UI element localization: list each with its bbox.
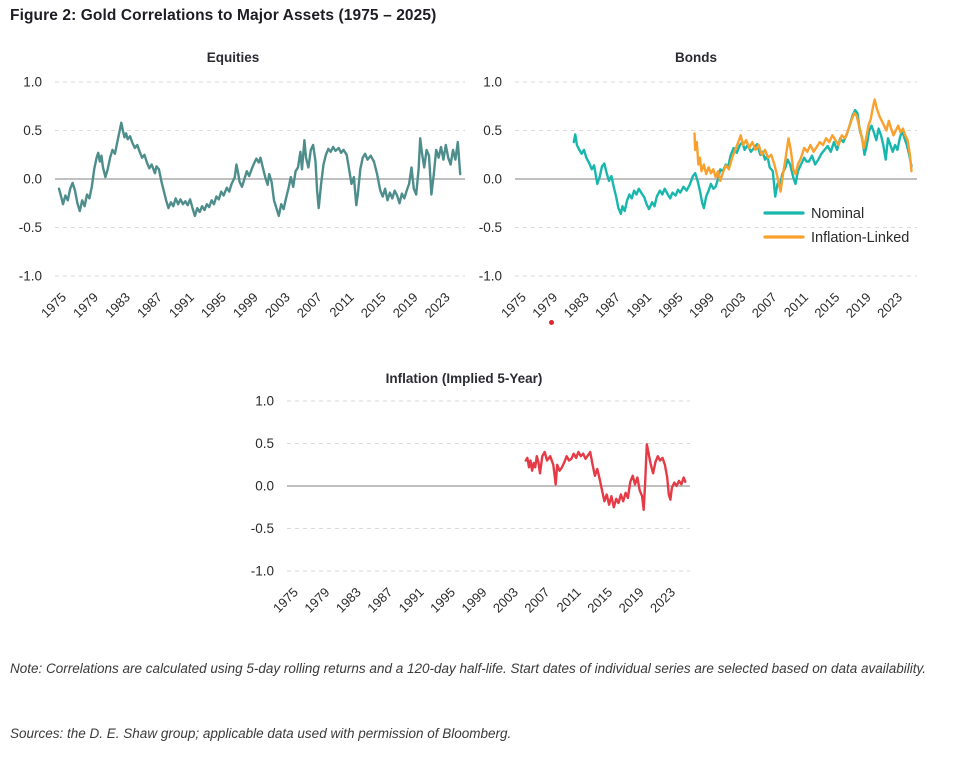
stray-red-dot bbox=[549, 320, 554, 325]
x-tick-label: 2019 bbox=[843, 290, 874, 321]
x-tick-label: 2023 bbox=[874, 290, 905, 321]
x-tick-label: 1991 bbox=[396, 585, 427, 616]
legend-label: Inflation-Linked bbox=[811, 230, 909, 246]
x-tick-label: 1995 bbox=[427, 585, 458, 616]
x-tick-label: 1991 bbox=[623, 290, 654, 321]
x-tick-label: 2007 bbox=[521, 585, 552, 616]
x-tick-label: 2011 bbox=[781, 290, 811, 320]
x-tick-label: 1979 bbox=[301, 585, 332, 616]
x-tick-label: 1975 bbox=[270, 585, 301, 616]
bonds-series-line bbox=[572, 108, 913, 216]
x-tick-label: 1983 bbox=[102, 290, 133, 321]
x-tick-label: 1991 bbox=[166, 290, 197, 321]
bonds-series-line bbox=[693, 98, 913, 193]
x-tick-label: 2003 bbox=[490, 585, 521, 616]
x-tick-label: 1999 bbox=[459, 585, 490, 616]
x-tick-label: 1987 bbox=[592, 290, 623, 321]
figure-title: Figure 2: Gold Correlations to Major Ass… bbox=[10, 7, 437, 24]
x-tick-label: 2019 bbox=[616, 585, 647, 616]
x-tick-label: 1999 bbox=[686, 290, 717, 321]
x-tick-label: 2015 bbox=[358, 290, 389, 321]
y-tick-label: 0.5 bbox=[23, 123, 42, 138]
x-tick-label: 2011 bbox=[326, 290, 356, 320]
equities-series-line bbox=[57, 121, 462, 218]
x-tick-label: 1979 bbox=[70, 290, 101, 321]
x-tick-label: 1983 bbox=[561, 290, 592, 321]
x-tick-label: 2023 bbox=[647, 585, 678, 616]
y-tick-label: -1.0 bbox=[479, 269, 502, 284]
y-tick-label: 0.5 bbox=[483, 123, 502, 138]
inflation-chart-title: Inflation (Implied 5-Year) bbox=[385, 371, 543, 386]
x-tick-label: 1983 bbox=[333, 585, 364, 616]
x-tick-label: 1987 bbox=[364, 585, 395, 616]
y-tick-label: 1.0 bbox=[23, 75, 42, 90]
x-tick-label: 1995 bbox=[655, 290, 686, 321]
x-tick-label: 2007 bbox=[749, 290, 780, 321]
inflation-series-line bbox=[524, 443, 687, 512]
bonds-chart: Bonds 1.0 0.5 0.0 -0.5 -1.0 1975 1979 1983 1987 1… bbox=[478, 40, 958, 350]
x-tick-label: 2015 bbox=[811, 290, 842, 321]
x-tick-label: 2023 bbox=[422, 290, 453, 321]
legend-label: Nominal bbox=[811, 206, 864, 222]
y-tick-label: 0.0 bbox=[255, 479, 274, 494]
y-tick-label: 0.5 bbox=[255, 436, 274, 451]
x-tick-label: 2003 bbox=[262, 290, 293, 321]
y-tick-label: -1.0 bbox=[19, 269, 42, 284]
equities-chart-title: Equities bbox=[206, 50, 260, 65]
x-tick-label: 1979 bbox=[529, 290, 560, 321]
x-tick-label: 2003 bbox=[717, 290, 748, 321]
x-tick-label: 1987 bbox=[134, 290, 165, 321]
x-tick-label: 1999 bbox=[230, 290, 261, 321]
y-tick-label: -1.0 bbox=[251, 564, 274, 579]
y-tick-label: -0.5 bbox=[251, 521, 274, 536]
x-tick-label: 2019 bbox=[390, 290, 421, 321]
x-tick-label: 2011 bbox=[553, 585, 583, 615]
x-tick-label: 2007 bbox=[294, 290, 325, 321]
y-tick-label: 1.0 bbox=[483, 75, 502, 90]
x-tick-label: 1995 bbox=[198, 290, 229, 321]
y-tick-label: -0.5 bbox=[479, 220, 502, 235]
y-tick-label: -0.5 bbox=[19, 220, 42, 235]
bonds-chart-title: Bonds bbox=[675, 50, 717, 65]
x-tick-label: 1975 bbox=[38, 290, 69, 321]
figure-note: Note: Correlations are calculated using … bbox=[10, 661, 927, 676]
y-tick-label: 0.0 bbox=[23, 172, 42, 187]
equities-chart: Equities 1.0 0.5 0.0 -0.5 -1.0 1975 1979 1983 19… bbox=[0, 40, 478, 350]
figure-sources: Sources: the D. E. Shaw group; applicabl… bbox=[10, 726, 512, 741]
x-tick-label: 1975 bbox=[498, 290, 529, 321]
x-tick-label: 2015 bbox=[584, 585, 615, 616]
inflation-chart: Inflation (Implied 5-Year) 1.0 0.5 0.0 -0.5… bbox=[240, 365, 718, 665]
y-tick-label: 1.0 bbox=[255, 394, 274, 409]
y-tick-label: 0.0 bbox=[483, 172, 502, 187]
